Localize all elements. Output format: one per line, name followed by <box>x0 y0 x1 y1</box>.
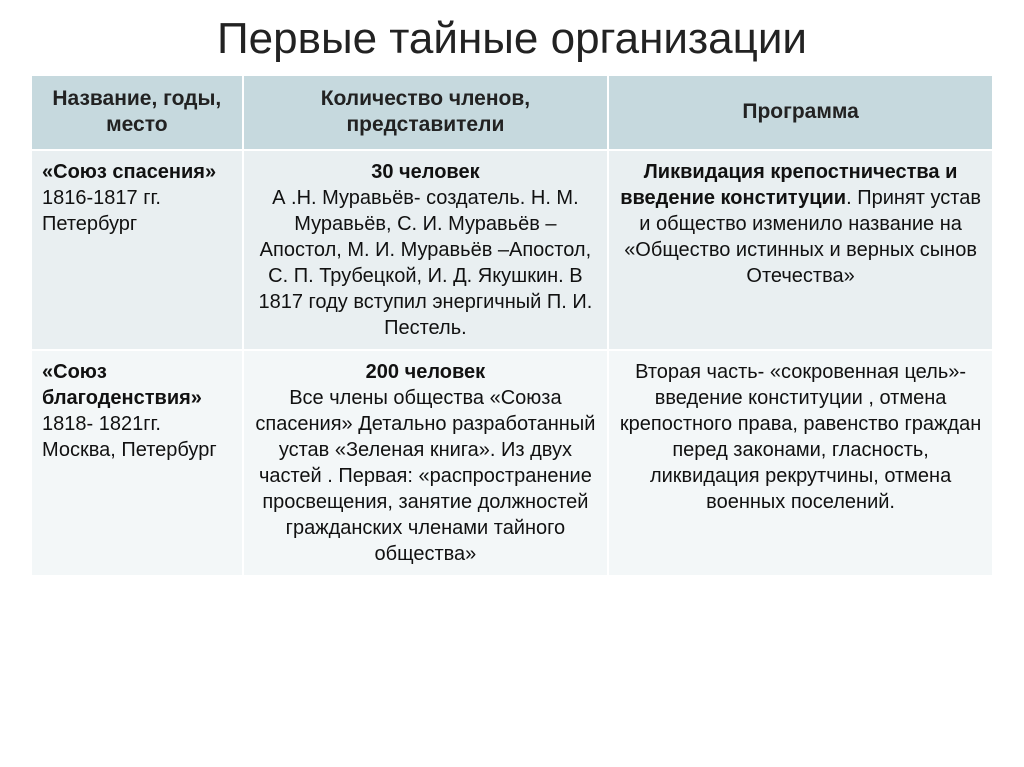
program-rest: Вторая часть- «сокровенная цель»-введени… <box>620 361 981 513</box>
col-header-members: Количество членов, представители <box>243 75 609 150</box>
slide-title: Первые тайные организации <box>30 0 994 74</box>
col-header-name: Название, годы, место <box>31 75 243 150</box>
org-name-rest: 1818- 1821гг. Москва, Петербург <box>42 413 217 461</box>
cell-members: 200 человек Все члены общества «Союза сп… <box>243 350 609 576</box>
table-row: «Союз благоденствия» 1818- 1821гг. Москв… <box>31 350 993 576</box>
cell-program: Вторая часть- «сокровенная цель»-введени… <box>608 350 993 576</box>
members-bold: 200 человек <box>366 361 485 383</box>
cell-name: «Союз благоденствия» 1818- 1821гг. Москв… <box>31 350 243 576</box>
organizations-table: Название, годы, место Количество членов,… <box>30 74 994 577</box>
cell-name: «Союз спасения» 1816-1817 гг. Петербург <box>31 150 243 350</box>
org-name-bold: «Союз благоденствия» <box>42 361 202 409</box>
members-bold: 30 человек <box>371 161 479 183</box>
col-header-program: Программа <box>608 75 993 150</box>
members-rest: А .Н. Муравьёв- создатель. Н. М. Муравьё… <box>259 187 593 339</box>
cell-program: Ликвидация крепостничества и введение ко… <box>608 150 993 350</box>
table-row: «Союз спасения» 1816-1817 гг. Петербург … <box>31 150 993 350</box>
org-name-rest: 1816-1817 гг. Петербург <box>42 187 161 235</box>
org-name-bold: «Союз спасения» <box>42 161 216 183</box>
cell-members: 30 человек А .Н. Муравьёв- создатель. Н.… <box>243 150 609 350</box>
table-header-row: Название, годы, место Количество членов,… <box>31 75 993 150</box>
slide-container: Первые тайные организации Название, годы… <box>0 0 1024 767</box>
members-rest: Все члены общества «Союза спасения» Дета… <box>255 387 595 565</box>
